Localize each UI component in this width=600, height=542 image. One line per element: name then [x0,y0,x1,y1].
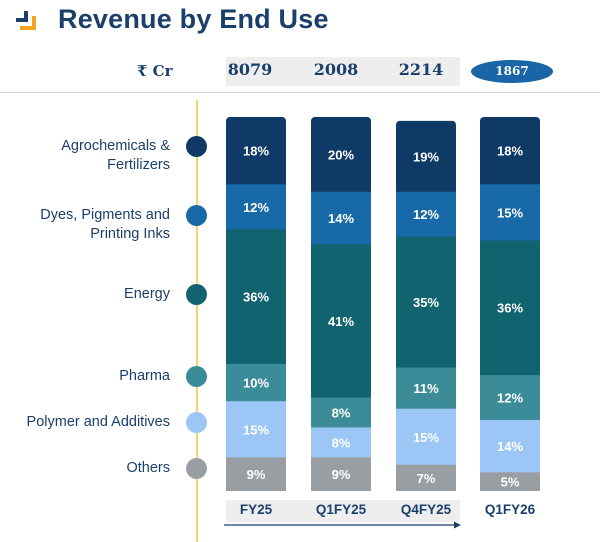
legend-label-line: Polymer and Additives [26,414,170,430]
segment-q1fy26-dyes-pigments-and-printing-inks [480,184,540,241]
legend-dot-energy [186,284,207,305]
data-label-q1fy25-pharma: 8% [332,405,351,420]
legend-label-line: Energy [124,286,170,302]
data-label-fy25-energy: 36% [243,290,269,305]
segment-q1fy25-energy [311,244,371,398]
total-q1fy26-highlight: 1867 [471,60,553,83]
segment-fy25-dyes-pigments-and-printing-inks [226,184,286,230]
timeline-arrow-icon [224,521,461,529]
legend-dot-dyes-pigments-and-printing-inks [186,205,207,226]
segment-fy25-energy [226,229,286,365]
brand-chevron-icon [14,10,40,32]
data-label-q1fy25-agrochemicals-fertilizers: 20% [328,147,354,162]
data-label-q1fy26-others: 5% [501,475,520,490]
legend-dot-others [186,458,207,479]
segment-q1fy25-pharma [311,397,371,428]
data-label-q4fy25-dyes-pigments-and-printing-inks: 12% [413,207,439,222]
segment-q1fy25-agrochemicals-fertilizers [311,117,371,193]
segment-fy25-pharma [226,363,286,402]
data-label-fy25-pharma: 10% [243,376,269,391]
segment-q1fy26-others [480,472,540,491]
legend-label-line: Agrochemicals & [61,138,170,154]
segment-q4fy25-others [396,464,456,491]
data-label-q1fy26-agrochemicals-fertilizers: 18% [497,144,523,159]
total-q1fy25: 2008 [313,60,359,79]
segment-fy25-agrochemicals-fertilizers [226,117,286,185]
legend-label-line: Dyes, Pigments and [40,207,170,223]
data-label-q1fy26-dyes-pigments-and-printing-inks: 15% [497,205,523,220]
data-label-q1fy26-polymer-and-additives: 14% [497,439,523,454]
unit-label: ₹ Cr [137,62,173,80]
data-label-q1fy26-energy: 36% [497,301,523,316]
total-fy25: 8079 [227,60,273,79]
segment-q4fy25-polymer-and-additives [396,408,456,466]
data-label-q1fy26-pharma: 12% [497,391,523,406]
segment-fy25-others [226,457,286,491]
segment-q1fy26-polymer-and-additives [480,419,540,473]
segment-q1fy25-others [311,457,371,491]
data-label-q4fy25-others: 7% [417,471,436,486]
data-label-q1fy25-energy: 41% [328,314,354,329]
legend-label-others: Others [126,459,170,478]
bar-q1fy25 [311,117,371,491]
segment-q4fy25-dyes-pigments-and-printing-inks [396,191,456,238]
page-title: Revenue by End Use [58,4,329,34]
legend-label-energy: Energy [124,285,170,304]
segment-q1fy26-energy [480,240,540,376]
x-axis-band [226,500,460,522]
segment-q4fy25-pharma [396,367,456,410]
header-divider [0,92,600,93]
data-label-fy25-dyes-pigments-and-printing-inks: 12% [243,200,269,215]
x-tick-q4fy25: Q4FY25 [400,502,452,517]
data-label-q1fy25-polymer-and-additives: 8% [332,435,351,450]
data-label-q4fy25-polymer-and-additives: 15% [413,430,439,445]
segment-q4fy25-energy [396,236,456,369]
legend-dot-polymer-and-additives [186,412,207,433]
legend-label-line: Fertilizers [107,157,170,173]
data-label-q4fy25-pharma: 11% [413,381,439,396]
legend-label-agrochemicals-fertilizers: Agrochemicals & Fertilizers [61,137,170,175]
segment-q1fy25-polymer-and-additives [311,427,371,458]
segment-q4fy25-agrochemicals-fertilizers [396,120,456,193]
legend-label-dyes-pigments-and-printing-inks: Dyes, Pigments and Printing Inks [40,206,170,244]
data-label-q1fy25-others: 9% [332,467,351,482]
data-label-fy25-polymer-and-additives: 15% [243,422,269,437]
total-q4fy25: 2214 [398,60,444,79]
legend-label-line: Pharma [119,368,170,384]
segment-q1fy26-pharma [480,375,540,421]
legend-label-line: Printing Inks [90,226,170,242]
data-label-q4fy25-agrochemicals-fertilizers: 19% [413,149,439,164]
data-label-fy25-agrochemicals-fertilizers: 18% [243,144,269,159]
bar-q1fy26 [480,117,540,491]
header-band [226,57,460,86]
legend-label-polymer-and-additives: Polymer and Additives [27,413,170,432]
x-tick-fy25: FY25 [239,502,273,517]
legend-label-pharma: Pharma [119,367,170,386]
data-label-fy25-others: 9% [247,467,266,482]
legend-dot-agrochemicals-fertilizers [186,136,207,157]
bar-q4fy25 [396,120,456,491]
data-label-q4fy25-energy: 35% [413,295,439,310]
legend-label-line: Others [126,460,170,476]
segment-q1fy25-dyes-pigments-and-printing-inks [311,191,371,245]
x-tick-q1fy25: Q1FY25 [315,502,367,517]
segment-q1fy26-agrochemicals-fertilizers [480,117,540,185]
segment-fy25-polymer-and-additives [226,401,286,458]
data-label-q1fy25-dyes-pigments-and-printing-inks: 14% [328,211,354,226]
x-tick-q1fy26: Q1FY26 [484,502,536,517]
bar-fy25 [226,117,286,491]
legend-timeline [196,100,198,542]
legend-dot-pharma [186,366,207,387]
